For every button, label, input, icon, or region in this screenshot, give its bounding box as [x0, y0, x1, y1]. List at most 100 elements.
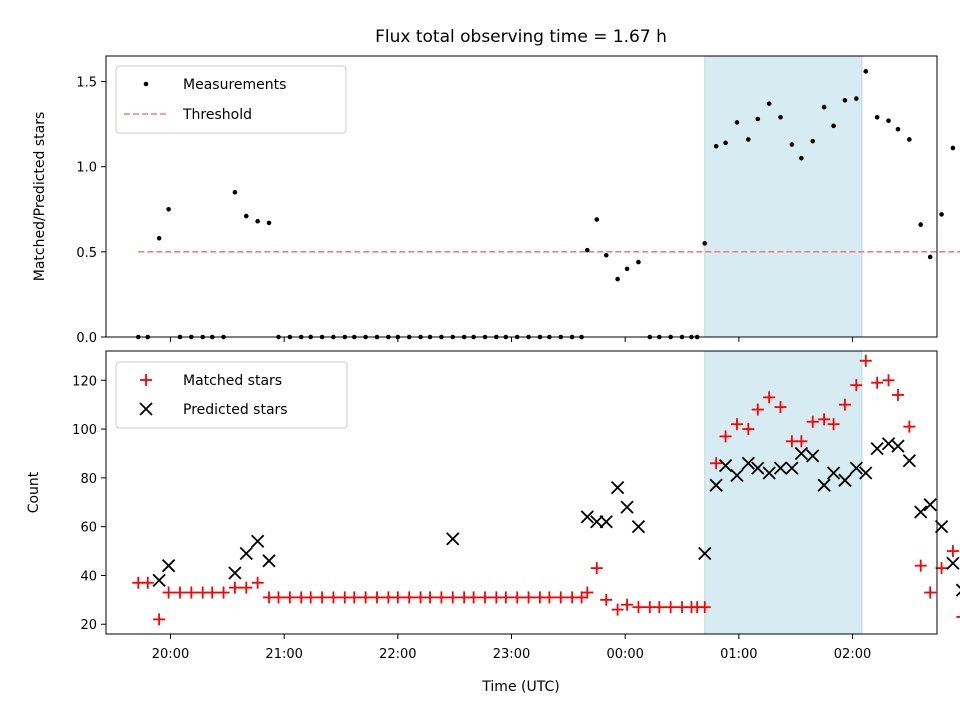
matched-point	[478, 591, 491, 604]
legend-predicted-label: Predicted stars	[183, 402, 288, 418]
predicted-point	[914, 505, 928, 519]
ratio-y-ticks: 0.0 0.5 1.0 1.5	[76, 76, 106, 346]
measurement-point	[821, 104, 827, 110]
measurement-point	[615, 276, 620, 282]
y-tick-label: 40	[80, 569, 97, 584]
matched-point	[424, 591, 437, 604]
x-tick-label: 01:00	[720, 647, 757, 662]
predicted-point	[870, 441, 884, 456]
predicted-point	[923, 498, 937, 512]
measurement-point	[810, 138, 816, 144]
matched-point	[600, 593, 613, 606]
ratio-panel: 0.0 0.5 1.0 1.5 Matched/Predicted stars Mea…	[32, 55, 960, 346]
measurement-point	[624, 266, 630, 272]
matched-point	[391, 591, 404, 604]
predicted-point	[849, 461, 863, 475]
matched-point	[543, 591, 556, 604]
measurement-point	[603, 252, 609, 258]
matched-point	[316, 591, 329, 604]
predicted-point	[773, 461, 788, 475]
measurement-point	[755, 116, 761, 122]
legend-measurements-marker	[143, 81, 149, 87]
predicted-point	[161, 559, 176, 573]
measurement-point	[789, 142, 795, 147]
matched-point	[581, 586, 594, 599]
measurement-point	[636, 259, 641, 265]
measurement-point	[842, 97, 848, 103]
y-tick-label: 120	[72, 374, 97, 389]
legend-matched-marker	[140, 374, 152, 386]
matched-point	[522, 591, 535, 604]
matched-point	[914, 559, 927, 572]
count-axes-frame	[105, 350, 938, 635]
predicted-point	[751, 461, 765, 475]
count-x-ticks: 20:00 21:00 22:00 23:00 00:00 01:00 02:00	[152, 634, 871, 662]
matched-point	[774, 401, 787, 414]
predicted-point	[239, 546, 253, 561]
measurements-series	[135, 69, 956, 340]
y-tick-label: 0.5	[76, 246, 97, 261]
measurement-point	[584, 247, 590, 253]
ratio-legend: Measurements Threshold	[115, 65, 347, 134]
count-panel: 20 40 60 80 100 120 20:00 21:00 22:00 23:00 00:00…	[26, 350, 960, 662]
predicted-point	[806, 449, 820, 463]
predicted-point	[741, 456, 755, 470]
measurement-point	[778, 115, 783, 120]
matched-point	[850, 379, 863, 392]
predicted-point	[610, 480, 625, 495]
legend-predicted-marker	[139, 402, 153, 416]
measurement-point	[918, 222, 924, 227]
y-tick-label: 0.0	[76, 331, 97, 346]
matched-point	[403, 591, 416, 604]
matched-point	[818, 413, 831, 426]
x-tick-label: 23:00	[493, 647, 530, 662]
matched-point	[827, 418, 840, 431]
matched-point	[446, 591, 459, 604]
y-tick-label: 60	[80, 521, 97, 536]
matched-point	[240, 581, 253, 594]
y-tick-label: 100	[72, 423, 97, 438]
matched-point	[859, 354, 872, 367]
predicted-point	[580, 510, 594, 524]
predicted-point	[934, 520, 949, 534]
predicted-point	[709, 478, 723, 492]
measurement-point	[854, 96, 859, 101]
matched-point	[272, 591, 285, 604]
matched-stars-series	[132, 354, 960, 626]
predicted-stars-series	[152, 437, 960, 597]
matched-point	[141, 576, 154, 589]
predicted-point	[891, 439, 905, 453]
matched-point	[903, 420, 916, 433]
matched-point	[882, 374, 895, 387]
matched-point	[499, 591, 512, 604]
x-tick-label: 02:00	[834, 647, 871, 662]
predicted-point	[785, 461, 799, 475]
ratio-y-axis-label: Matched/Predicted stars	[32, 112, 48, 282]
matched-point	[838, 398, 851, 411]
count-marks	[132, 354, 960, 626]
predicted-point	[262, 554, 276, 568]
predicted-point	[946, 556, 960, 570]
measurement-point	[156, 235, 162, 241]
measurement-point	[255, 218, 260, 224]
matched-point	[632, 601, 645, 614]
y-tick-label: 20	[80, 618, 97, 633]
measurement-point	[831, 123, 836, 129]
measurement-point	[713, 143, 719, 149]
predicted-point	[620, 500, 634, 514]
predicted-point	[631, 520, 646, 534]
observing-span	[704, 350, 863, 635]
measurement-point	[950, 145, 956, 151]
matched-point	[763, 391, 776, 404]
matched-point	[710, 457, 723, 470]
matched-point	[719, 430, 732, 443]
predicted-point	[762, 466, 776, 480]
predicted-point	[859, 466, 873, 480]
predicted-point	[251, 534, 265, 548]
y-tick-label: 80	[80, 472, 97, 487]
legend-measurements-label: Measurements	[183, 77, 286, 93]
count-y-axis-label: Count	[26, 471, 42, 513]
measurement-point	[874, 115, 880, 120]
predicted-point	[698, 546, 712, 561]
x-tick-label: 21:00	[265, 647, 302, 662]
